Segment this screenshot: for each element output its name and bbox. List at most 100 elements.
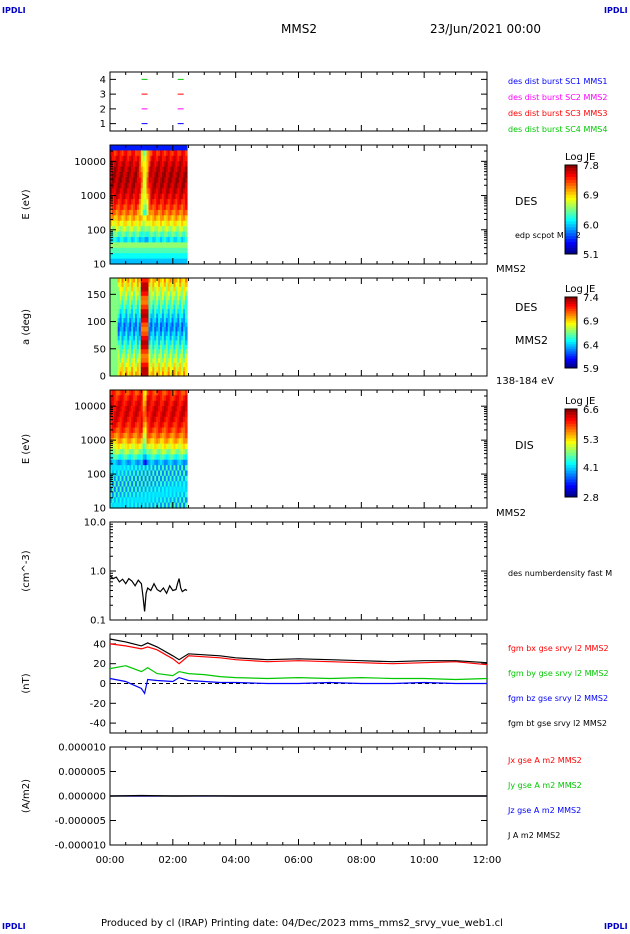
spectrogram-cell: [148, 406, 152, 413]
spectrogram-cell: [138, 231, 142, 238]
spectrogram-cell: [131, 443, 134, 450]
spectrogram-cell: [173, 182, 177, 189]
spectrogram-cell: [127, 475, 130, 482]
spectrogram-cell: [121, 454, 125, 461]
spectrogram-cell: [160, 155, 163, 162]
spectrogram-cell: [123, 300, 126, 306]
spectrogram-cell: [167, 286, 171, 292]
spectrogram-cell: [167, 449, 171, 455]
spectrogram-cell: [158, 304, 161, 310]
colorbar-cell: [565, 447, 577, 451]
spectrogram-cell: [111, 331, 115, 337]
spectrogram-cell: [148, 416, 152, 423]
spectrogram-cell: [169, 443, 173, 450]
spectrogram-cell: [133, 286, 136, 292]
colorbar-cell: [565, 200, 577, 205]
colorbar-cell: [565, 341, 577, 345]
spectrogram-cell: [110, 497, 113, 504]
spectrogram-cell: [165, 150, 169, 157]
spectrogram-cell: [173, 286, 177, 292]
spectrogram-cell: [140, 422, 144, 429]
spectrogram-cell: [156, 236, 159, 243]
spectrogram-cell: [185, 177, 188, 184]
spectrogram-cell: [156, 335, 159, 341]
spectrogram-cell: [121, 300, 125, 306]
spectrogram-cell: [177, 422, 180, 429]
spectrogram-cell: [117, 231, 121, 238]
spectrogram-cell: [165, 199, 169, 206]
spectrogram-cell: [152, 253, 155, 260]
spectrogram-cell: [111, 491, 115, 498]
spectrogram-cell: [131, 242, 134, 249]
spectrogram-cell: [146, 497, 150, 504]
spectrogram-cell: [119, 465, 123, 472]
spectrogram-cell: [183, 258, 186, 265]
spectrogram-cell: [133, 390, 136, 396]
spectrogram-cell: [175, 145, 178, 152]
spectrogram-cell: [127, 502, 130, 509]
spectrogram-cell: [113, 204, 117, 211]
spectrogram-cell: [171, 438, 175, 445]
spectrogram-cell: [136, 438, 140, 445]
spectrogram-cell: [113, 465, 117, 472]
colorbar-cell: [565, 248, 577, 252]
spectrogram-cell: [111, 145, 115, 152]
spectrogram-cell: [167, 491, 171, 498]
spectrogram-cell: [131, 331, 134, 337]
side-label-mms2: MMS2: [515, 334, 548, 347]
spectrogram-cell: [138, 432, 142, 439]
spectrogram-cell: [146, 300, 150, 306]
spectrogram-cell: [144, 395, 148, 402]
spectrogram-cell: [175, 177, 178, 184]
spectrogram-cell: [127, 406, 130, 413]
spectrogram-cell: [185, 253, 188, 260]
spectrogram-cell: [142, 353, 146, 359]
spectrogram-cell: [133, 242, 136, 249]
spectrogram-cell: [169, 177, 173, 184]
spectrogram-cell: [183, 427, 186, 434]
spectrogram-cell: [146, 313, 150, 319]
spectrogram-cell: [121, 295, 125, 301]
spectrogram-cell: [163, 215, 167, 222]
colorbar-cell: [565, 311, 577, 315]
x-tick-label: 12:00: [473, 855, 502, 866]
spectrogram-cell: [146, 475, 150, 482]
spectrogram-cell: [160, 182, 163, 189]
y-axis-label-1: E (eV): [21, 189, 32, 219]
spectrogram-cell: [175, 318, 178, 324]
spectrogram-cell: [136, 322, 140, 328]
spectrogram-cell: [165, 188, 169, 195]
spectrogram-cell: [163, 454, 167, 461]
spectrogram-cell: [154, 502, 157, 509]
colorbar-cell: [565, 318, 577, 322]
spectrogram-cell: [171, 335, 175, 341]
spectrogram-cell: [181, 406, 184, 413]
y-tick-label: 1000: [81, 436, 106, 447]
spectrogram-cell: [152, 309, 155, 315]
spectrogram-cell: [177, 155, 180, 162]
spectrogram-cell: [129, 406, 132, 413]
spectrogram-cell: [179, 300, 182, 306]
spectrogram-cell: [135, 344, 138, 350]
spectrogram-cell: [136, 481, 140, 488]
spectrogram-cell: [158, 470, 161, 477]
spectrogram-cell: [183, 454, 186, 461]
spectrogram-cell: [129, 286, 132, 292]
spectrogram-cell: [160, 470, 163, 477]
spectrogram-cell: [136, 145, 140, 152]
spectrogram-cell: [169, 327, 173, 333]
spectrogram-cell: [123, 349, 126, 355]
spectrogram-cell: [119, 313, 123, 319]
spectrogram-cell: [136, 309, 140, 315]
spectrogram-cell: [138, 395, 142, 402]
spectrogram-cell: [154, 475, 157, 482]
spectrogram-cell: [144, 327, 148, 333]
spectrogram-cell: [111, 313, 115, 319]
spectrogram-cell: [140, 291, 144, 297]
x-tick-label: 10:00: [410, 855, 439, 866]
spectrogram-cell: [131, 188, 134, 195]
spectrogram-cell: [154, 367, 157, 373]
spectrogram-cell: [129, 161, 132, 168]
spectrogram-cell: [113, 358, 117, 364]
spectrogram-cell: [135, 215, 138, 222]
